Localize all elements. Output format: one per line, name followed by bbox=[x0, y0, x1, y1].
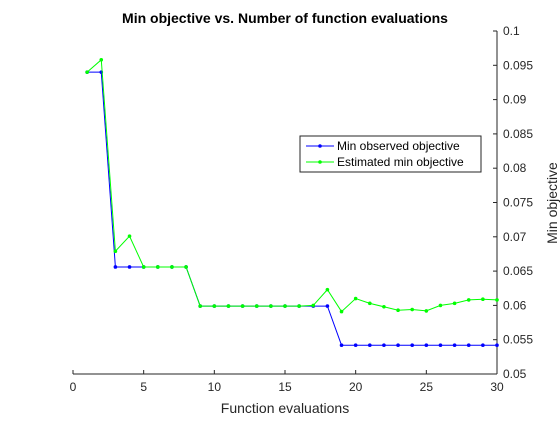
data-point bbox=[410, 343, 415, 347]
data-point bbox=[113, 265, 118, 269]
data-point bbox=[353, 343, 358, 347]
data-point bbox=[226, 304, 231, 308]
y-tick-label: 0.09 bbox=[503, 93, 527, 107]
x-tick-label: 10 bbox=[208, 380, 222, 394]
data-point bbox=[438, 343, 443, 347]
data-point bbox=[297, 304, 301, 308]
legend-label: Min observed objective bbox=[337, 139, 460, 153]
series-line bbox=[86, 58, 498, 313]
data-point bbox=[184, 265, 188, 269]
data-point bbox=[368, 343, 372, 347]
x-tick-label: 25 bbox=[420, 380, 434, 394]
data-point bbox=[466, 298, 471, 302]
x-tick-label: 5 bbox=[140, 380, 147, 394]
y-tick-label: 0.06 bbox=[503, 298, 527, 312]
data-point bbox=[141, 265, 146, 269]
data-point bbox=[127, 234, 132, 238]
x-tick-label: 30 bbox=[490, 380, 504, 394]
x-tick-label: 15 bbox=[278, 380, 292, 394]
data-point bbox=[495, 298, 499, 302]
data-point bbox=[127, 265, 132, 269]
data-point bbox=[382, 304, 386, 309]
series-lines bbox=[85, 58, 499, 347]
legend-swatch-marker bbox=[318, 144, 322, 148]
data-point bbox=[156, 265, 160, 269]
series-2 bbox=[85, 58, 499, 314]
data-point bbox=[466, 343, 471, 347]
data-point bbox=[410, 307, 415, 312]
data-point bbox=[212, 304, 217, 308]
data-point bbox=[240, 304, 245, 308]
data-point bbox=[481, 343, 485, 347]
y-tick-label: 0.08 bbox=[503, 161, 527, 175]
data-point bbox=[382, 343, 386, 347]
data-point bbox=[452, 301, 457, 306]
data-point bbox=[396, 308, 400, 313]
y-tick-label: 0.095 bbox=[503, 58, 533, 72]
legend-swatch-marker bbox=[318, 160, 322, 164]
data-point bbox=[424, 309, 429, 313]
y-tick-label: 0.085 bbox=[503, 127, 533, 141]
chart-title: Min objective vs. Number of function eva… bbox=[122, 10, 448, 26]
y-axis-label: Min objective bbox=[544, 162, 560, 244]
x-axis-label: Function evaluations bbox=[221, 400, 349, 416]
y-tick-label: 0.075 bbox=[503, 196, 533, 210]
data-point bbox=[311, 303, 316, 308]
plot-area bbox=[73, 31, 497, 374]
data-point bbox=[325, 304, 330, 308]
y-tick-label: 0.05 bbox=[503, 367, 527, 381]
y-tick-label: 0.1 bbox=[503, 24, 520, 38]
data-point bbox=[170, 265, 174, 269]
data-point bbox=[269, 304, 273, 308]
x-tick-label: 0 bbox=[70, 380, 77, 394]
data-point bbox=[396, 343, 400, 347]
data-point bbox=[198, 304, 202, 308]
data-point bbox=[325, 287, 330, 292]
data-point bbox=[368, 301, 372, 306]
y-tick-label: 0.055 bbox=[503, 333, 533, 347]
data-point bbox=[452, 343, 457, 347]
data-point bbox=[99, 58, 104, 62]
data-point bbox=[113, 249, 118, 254]
data-point bbox=[254, 304, 259, 308]
data-point bbox=[283, 304, 287, 308]
data-point bbox=[438, 303, 443, 308]
data-point bbox=[495, 343, 499, 347]
data-point bbox=[339, 343, 344, 347]
y-tick-label: 0.07 bbox=[503, 230, 527, 244]
data-point bbox=[85, 70, 89, 74]
legend-label: Estimated min objective bbox=[337, 155, 464, 169]
x-tick-label: 20 bbox=[349, 380, 363, 394]
data-point bbox=[481, 297, 485, 302]
legend: Min observed objective Estimated min obje… bbox=[299, 135, 482, 173]
legend-box bbox=[299, 135, 482, 173]
data-point bbox=[339, 309, 344, 314]
plot-axes: 0 5 10 15 20 25 300.05 0.055 0.06 0.065 0.07 0.075 0… bbox=[70, 24, 534, 394]
data-point bbox=[424, 343, 429, 347]
data-point bbox=[353, 296, 358, 301]
y-tick-label: 0.065 bbox=[503, 264, 533, 278]
